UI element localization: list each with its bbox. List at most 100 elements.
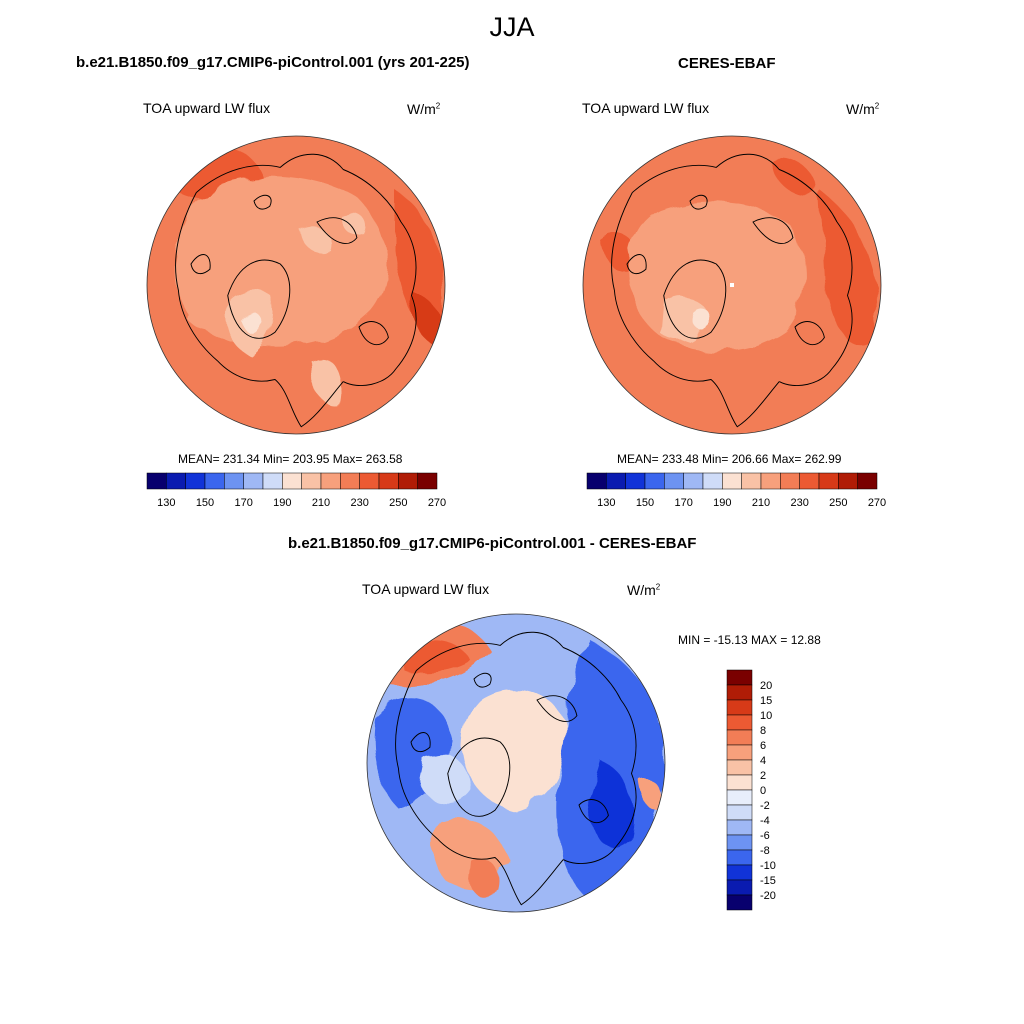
obs-colorbar-tick-label: 250 xyxy=(829,497,847,509)
obs-colorbar-swatch xyxy=(664,472,684,490)
model-colorbar-swatch xyxy=(378,472,399,490)
model-colorbar-swatch xyxy=(146,472,167,490)
diff-colorbar-tick-label: 4 xyxy=(760,755,766,767)
diff-colorbar-swatch xyxy=(726,744,753,761)
obs-colorbar-swatch xyxy=(741,472,762,490)
diff-colorbar-tick-label: 6 xyxy=(760,740,766,752)
model-colorbar-tick-label: 270 xyxy=(428,497,446,509)
model-colorbar-swatch xyxy=(243,472,264,490)
model-panel-title: b.e21.B1850.f09_g17.CMIP6-piControl.001 … xyxy=(76,54,470,71)
diff-colorbar-tick-label: -15 xyxy=(760,875,776,887)
model-colorbar-tick-label: 130 xyxy=(157,497,175,509)
model-panel-variable: TOA upward LW flux xyxy=(143,100,271,116)
obs-colorbar-tick-label: 210 xyxy=(752,497,770,509)
obs-colorbar-tick-label: 150 xyxy=(636,497,654,509)
model-colorbar-swatch xyxy=(417,472,438,490)
obs-colorbar-swatch xyxy=(625,472,646,490)
model-colorbar-swatch xyxy=(340,472,360,490)
model-colorbar-swatch xyxy=(359,472,380,490)
obs-panel-units: W/m2 xyxy=(846,101,880,117)
diff-colorbar-tick-label: -10 xyxy=(760,860,776,872)
diff-colorbar-swatch xyxy=(726,714,753,731)
diff-colorbar-swatch xyxy=(726,879,753,896)
diff-colorbar-tick-label: -20 xyxy=(760,890,776,902)
model-map xyxy=(147,136,445,434)
model-colorbar-swatch xyxy=(204,472,225,490)
model-colorbar-tick-label: 230 xyxy=(350,497,368,509)
obs-colorbar-swatch xyxy=(780,472,800,490)
obs-colorbar-swatch xyxy=(644,472,665,490)
diff-colorbar-swatch xyxy=(726,819,753,836)
diff-colorbar-tick-label: -2 xyxy=(760,800,770,812)
obs-colorbar-tick-label: 170 xyxy=(674,497,692,509)
obs-panel-variable: TOA upward LW flux xyxy=(582,100,710,116)
model-colorbar-swatch xyxy=(262,472,283,490)
obs-colorbar-tick-label: 130 xyxy=(597,497,615,509)
obs-colorbar-tick-label: 230 xyxy=(790,497,808,509)
obs-colorbar-swatch xyxy=(702,472,723,490)
diff-colorbar-swatch xyxy=(726,834,753,851)
diff-colorbar-swatch xyxy=(726,774,753,791)
diff-colorbar-tick-label: -8 xyxy=(760,845,770,857)
model-panel-stats: MEAN= 231.34 Min= 203.95 Max= 263.58 xyxy=(178,452,403,466)
obs-map-border xyxy=(582,135,882,435)
diff-map xyxy=(367,614,665,912)
diff-colorbar-swatch xyxy=(726,759,753,776)
diff-colorbar-swatch xyxy=(726,789,753,806)
obs-colorbar-swatch xyxy=(818,472,839,490)
model-colorbar-swatch xyxy=(166,472,186,490)
diff-colorbar-tick-label: -4 xyxy=(760,815,770,827)
diff-colorbar-tick-label: 2 xyxy=(760,770,766,782)
obs-colorbar: 130 150 170 190 210 230 250 270 xyxy=(586,472,886,509)
obs-colorbar-swatch xyxy=(722,472,742,490)
model-colorbar-tick-label: 210 xyxy=(312,497,330,509)
obs-colorbar-swatch xyxy=(606,472,626,490)
model-colorbar-tick-label: 170 xyxy=(234,497,252,509)
model-colorbar-swatch xyxy=(320,472,341,490)
obs-colorbar-swatch xyxy=(760,472,781,490)
diff-panel-variable: TOA upward LW flux xyxy=(362,581,490,597)
model-colorbar-swatch xyxy=(398,472,418,490)
diff-colorbar-tick-label: 8 xyxy=(760,725,766,737)
diff-panel-stats: MIN = -15.13 MAX = 12.88 xyxy=(678,633,821,647)
diff-colorbar-swatch xyxy=(726,849,753,866)
obs-colorbar-tick-label: 190 xyxy=(713,497,731,509)
diff-colorbar-swatch xyxy=(726,804,753,821)
model-colorbar-swatch xyxy=(282,472,302,490)
diff-colorbar-swatch xyxy=(726,894,753,911)
obs-panel-title: CERES-EBAF xyxy=(678,55,776,72)
model-colorbar-swatch xyxy=(224,472,244,490)
model-colorbar-tick-label: 150 xyxy=(196,497,214,509)
model-map-border xyxy=(146,135,446,435)
diff-panel-units: W/m2 xyxy=(627,582,661,598)
obs-colorbar-swatch xyxy=(683,472,704,490)
diff-colorbar-swatch xyxy=(726,669,753,686)
obs-panel-stats: MEAN= 233.48 Min= 206.66 Max= 262.99 xyxy=(617,452,842,466)
obs-colorbar-tick-label: 270 xyxy=(868,497,886,509)
obs-colorbar-swatch xyxy=(586,472,607,490)
diff-colorbar-tick-label: 10 xyxy=(760,710,772,722)
diff-map-border xyxy=(366,613,666,913)
obs-map xyxy=(583,136,881,434)
diff-colorbar-swatch xyxy=(726,699,753,716)
model-colorbar: 130 150 170 190 210 230 250 270 xyxy=(146,472,446,509)
obs-colorbar-swatch xyxy=(838,472,858,490)
model-colorbar-tick-label: 250 xyxy=(389,497,407,509)
diff-colorbar-tick-label: 0 xyxy=(760,785,766,797)
obs-colorbar-swatch xyxy=(799,472,820,490)
obs-colorbar-swatch xyxy=(857,472,878,490)
diff-colorbar-swatch xyxy=(726,729,753,746)
diff-panel-title: b.e21.B1850.f09_g17.CMIP6-piControl.001 … xyxy=(288,535,697,552)
diff-colorbar-swatch xyxy=(726,864,753,881)
model-panel-units: W/m2 xyxy=(407,101,441,117)
diff-colorbar-tick-label: -6 xyxy=(760,830,770,842)
diff-colorbar-swatch xyxy=(726,684,753,701)
diff-colorbar-tick-label: 15 xyxy=(760,695,772,707)
season-title: JJA xyxy=(489,12,535,42)
model-colorbar-tick-label: 190 xyxy=(273,497,291,509)
model-colorbar-swatch xyxy=(301,472,322,490)
diff-colorbar-tick-label: 20 xyxy=(760,680,772,692)
model-colorbar-swatch xyxy=(185,472,206,490)
